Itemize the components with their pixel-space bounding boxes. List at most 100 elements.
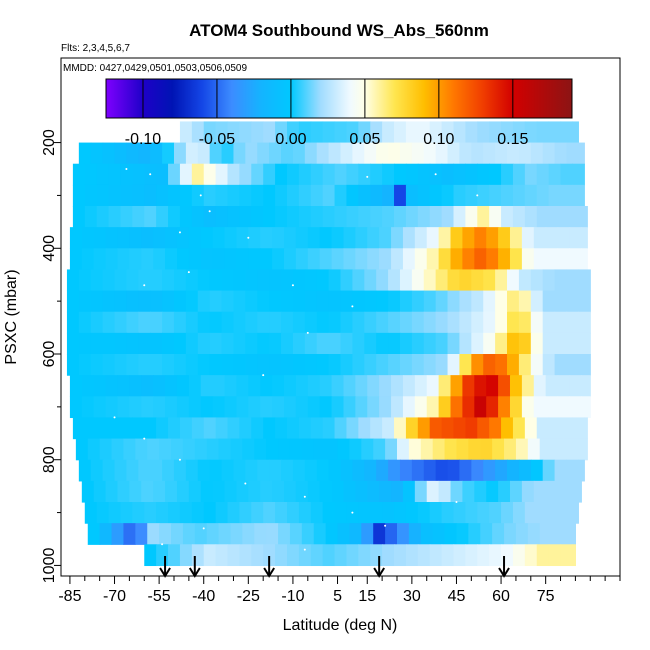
heatmap-cell bbox=[554, 332, 568, 355]
heatmap-cell bbox=[376, 269, 389, 292]
heatmap-cell bbox=[138, 269, 151, 292]
heatmap-cell bbox=[313, 523, 327, 545]
x-tick-label: 30 bbox=[403, 588, 421, 605]
heatmap-cell bbox=[495, 311, 508, 334]
y-axis-label: PSXC (mbar) bbox=[3, 269, 20, 364]
heatmap-cell bbox=[426, 248, 440, 271]
heatmap-cell bbox=[507, 290, 520, 313]
heatmap-cell bbox=[414, 396, 428, 419]
heatmap-cell bbox=[218, 523, 232, 545]
heatmap-cell bbox=[399, 269, 413, 292]
x-tick-label: -85 bbox=[58, 588, 81, 605]
heatmap-cell bbox=[179, 121, 193, 144]
heatmap-cell bbox=[90, 354, 104, 376]
heatmap-cell bbox=[569, 480, 582, 503]
heatmap-cell bbox=[278, 523, 291, 545]
heatmap-cell bbox=[504, 523, 517, 545]
heatmap-cell bbox=[536, 184, 550, 207]
heatmap-cell bbox=[498, 375, 511, 397]
heatmap-cell bbox=[459, 354, 472, 376]
heatmap-cell bbox=[495, 332, 508, 355]
heatmap-cell bbox=[111, 523, 125, 545]
heatmap-dot bbox=[434, 173, 437, 176]
flight-marker-arrow bbox=[498, 556, 510, 578]
heatmap-cell bbox=[310, 206, 324, 228]
heatmap-cell bbox=[66, 290, 80, 313]
heatmap-cell bbox=[72, 417, 86, 440]
heatmap-cell bbox=[518, 354, 532, 376]
heatmap-cell bbox=[408, 438, 422, 461]
heatmap-cell bbox=[465, 417, 478, 440]
heatmap-cell bbox=[281, 290, 294, 313]
heatmap-cell bbox=[281, 332, 294, 355]
heatmap-cell bbox=[72, 163, 86, 186]
heatmap-cell bbox=[498, 480, 511, 503]
heatmap-cell bbox=[477, 163, 490, 186]
heatmap-cell bbox=[281, 269, 294, 292]
heatmap-cell bbox=[227, 544, 241, 567]
heatmap-cell bbox=[260, 396, 273, 419]
heatmap-cell bbox=[447, 311, 461, 334]
heatmap-cell bbox=[346, 184, 359, 207]
heatmap-cell bbox=[215, 163, 229, 186]
heatmap-cell bbox=[394, 502, 407, 524]
heatmap-cell bbox=[465, 502, 478, 524]
heatmap-dot bbox=[113, 416, 116, 419]
heatmap-cell bbox=[379, 227, 392, 249]
heatmap-cell bbox=[358, 184, 371, 207]
heatmap-cell bbox=[379, 480, 392, 503]
heatmap-cell bbox=[465, 163, 478, 186]
heatmap-cell bbox=[102, 290, 116, 313]
heatmap-cell bbox=[370, 502, 383, 524]
heatmap-cell bbox=[102, 311, 116, 334]
heatmap-cell bbox=[489, 121, 502, 144]
heatmap-dot bbox=[143, 284, 146, 287]
heatmap-cell bbox=[260, 227, 273, 249]
heatmap-cell bbox=[66, 269, 80, 292]
heatmap-cell bbox=[313, 438, 327, 461]
heatmap-cell bbox=[316, 459, 330, 482]
heatmap-cell bbox=[462, 375, 475, 397]
heatmap-cell bbox=[474, 375, 487, 397]
heatmap-cell bbox=[518, 311, 532, 334]
heatmap-cell bbox=[355, 480, 368, 503]
heatmap-cell bbox=[289, 523, 303, 545]
heatmap-cell bbox=[373, 438, 386, 461]
heatmap-cell bbox=[206, 438, 220, 461]
flights-note: Flts: 2,3,4,5,6,7 bbox=[61, 43, 130, 54]
heatmap-cell bbox=[93, 396, 107, 419]
heatmap-cell bbox=[307, 248, 321, 271]
heatmap-cell bbox=[165, 248, 178, 271]
heatmap-cell bbox=[385, 438, 398, 461]
heatmap-cell bbox=[120, 206, 133, 228]
y-tick-label: 1000 bbox=[41, 548, 58, 584]
heatmap-cell bbox=[182, 523, 196, 545]
heatmap-cell bbox=[168, 206, 181, 228]
heatmap-cell bbox=[307, 480, 321, 503]
heatmap-cell bbox=[233, 332, 246, 355]
heatmap-cell bbox=[521, 375, 535, 397]
heatmap-cell bbox=[188, 375, 202, 397]
heatmap-cell bbox=[376, 332, 389, 355]
heatmap-cell bbox=[521, 227, 535, 249]
heatmap-cell bbox=[483, 142, 496, 165]
heatmap-cell bbox=[78, 290, 92, 313]
heatmap-cell bbox=[188, 248, 202, 271]
heatmap-cell bbox=[566, 311, 579, 334]
heatmap-cell bbox=[542, 311, 556, 334]
heatmap-cell bbox=[533, 248, 547, 271]
heatmap-cell bbox=[501, 121, 514, 144]
heatmap-cell bbox=[551, 438, 565, 461]
heatmap-cell bbox=[548, 544, 562, 567]
heatmap-cell bbox=[117, 227, 130, 249]
heatmap-cell bbox=[275, 163, 288, 186]
heatmap-cell bbox=[364, 290, 377, 313]
heatmap-cell bbox=[286, 417, 300, 440]
heatmap-cell bbox=[382, 163, 395, 186]
heatmap-cell bbox=[548, 502, 562, 524]
heatmap-cell bbox=[236, 480, 249, 503]
heatmap-cell bbox=[581, 227, 588, 249]
heatmap-cell bbox=[343, 396, 356, 419]
heatmap-cell bbox=[474, 227, 487, 249]
heatmap-cell bbox=[364, 142, 377, 165]
